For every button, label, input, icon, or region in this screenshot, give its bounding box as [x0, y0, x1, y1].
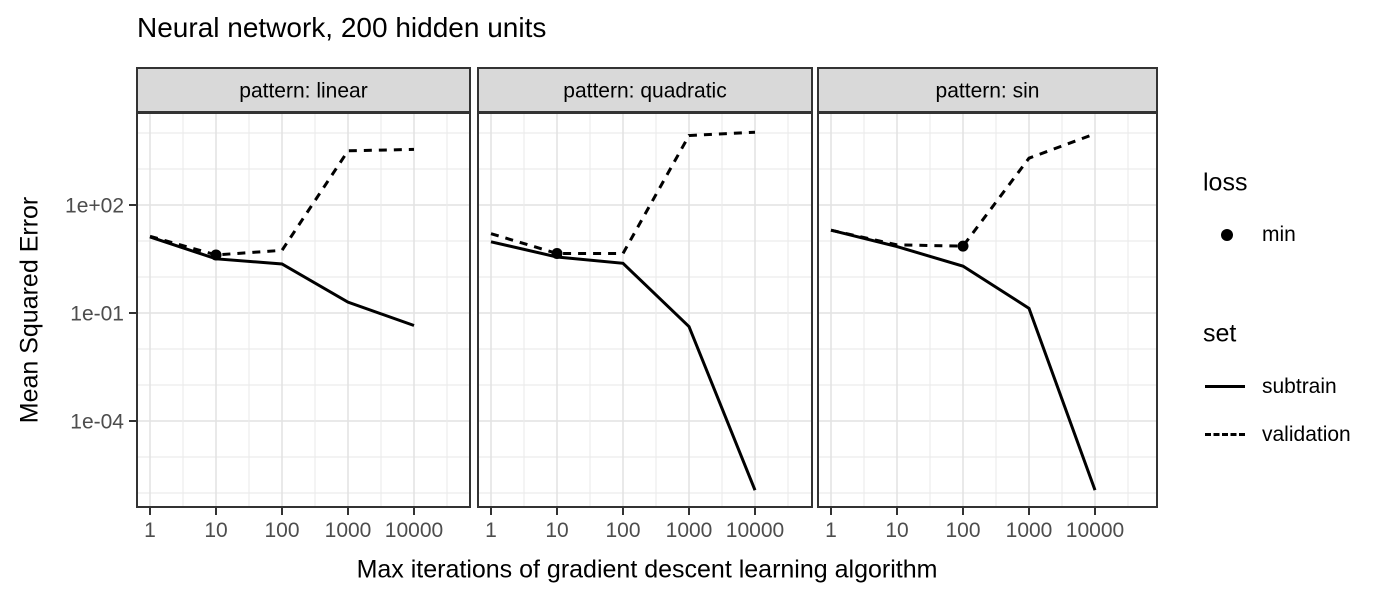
- facet-label: pattern: linear: [239, 80, 367, 103]
- x-tick-label: 100: [605, 519, 640, 542]
- min-point-icon: [1221, 229, 1233, 241]
- legend-label-min: min: [1262, 223, 1296, 246]
- min-point: [551, 247, 563, 259]
- facet-strip: [136, 67, 471, 113]
- x-tick-label: 10000: [385, 519, 443, 542]
- x-tick-label: 1000: [666, 519, 713, 542]
- y-tick-label: 1e-01: [70, 303, 124, 326]
- legend-title-set: set: [1203, 319, 1237, 348]
- series-group: [490, 130, 757, 491]
- solid-line-icon: [1205, 385, 1245, 388]
- min-point: [957, 240, 969, 252]
- x-tick-label: 1: [144, 519, 156, 542]
- legend-title-loss: loss: [1203, 168, 1248, 197]
- x-tick-label: 10000: [1066, 519, 1124, 542]
- facet-strip: [817, 67, 1158, 113]
- subtrain-line: [490, 240, 757, 491]
- panel-background: [137, 113, 470, 507]
- x-tick-label: 100: [945, 519, 980, 542]
- gridlines: [137, 113, 470, 507]
- legend-label-validation: validation: [1262, 423, 1351, 446]
- x-tick-label: 10000: [726, 519, 784, 542]
- y-tick-label: 1e-04: [70, 411, 124, 434]
- validation-line: [830, 132, 1096, 248]
- x-tick-label: 10: [885, 519, 908, 542]
- panel-background: [818, 113, 1157, 507]
- x-tick-label: 10: [545, 519, 568, 542]
- validation-line: [149, 147, 415, 257]
- series-group: [830, 132, 1097, 491]
- facet-label: pattern: quadratic: [563, 80, 726, 103]
- series-group: [149, 147, 415, 327]
- x-tick-label: 1000: [1006, 519, 1053, 542]
- dashed-line-icon: [1205, 433, 1245, 436]
- legend-label-subtrain: subtrain: [1262, 375, 1337, 398]
- chart-title: Neural network, 200 hidden units: [137, 12, 547, 43]
- facet-strip: [477, 67, 813, 113]
- y-axis-title: Mean Squared Error: [15, 196, 44, 424]
- x-tick-label: 1000: [325, 519, 372, 542]
- x-tick-label: 1: [825, 519, 837, 542]
- facet-label: pattern: sin: [936, 80, 1040, 103]
- subtrain-line: [149, 235, 415, 327]
- x-tick-label: 100: [264, 519, 299, 542]
- x-tick-label: 1: [485, 519, 497, 542]
- panel-background: [478, 113, 812, 507]
- validation-line: [490, 130, 756, 255]
- x-axis-title: Max iterations of gradient descent learn…: [356, 555, 938, 584]
- x-tick-label: 10: [204, 519, 227, 542]
- min-point: [210, 249, 222, 261]
- gridlines: [478, 113, 812, 507]
- y-tick-label: 1e+02: [65, 195, 124, 218]
